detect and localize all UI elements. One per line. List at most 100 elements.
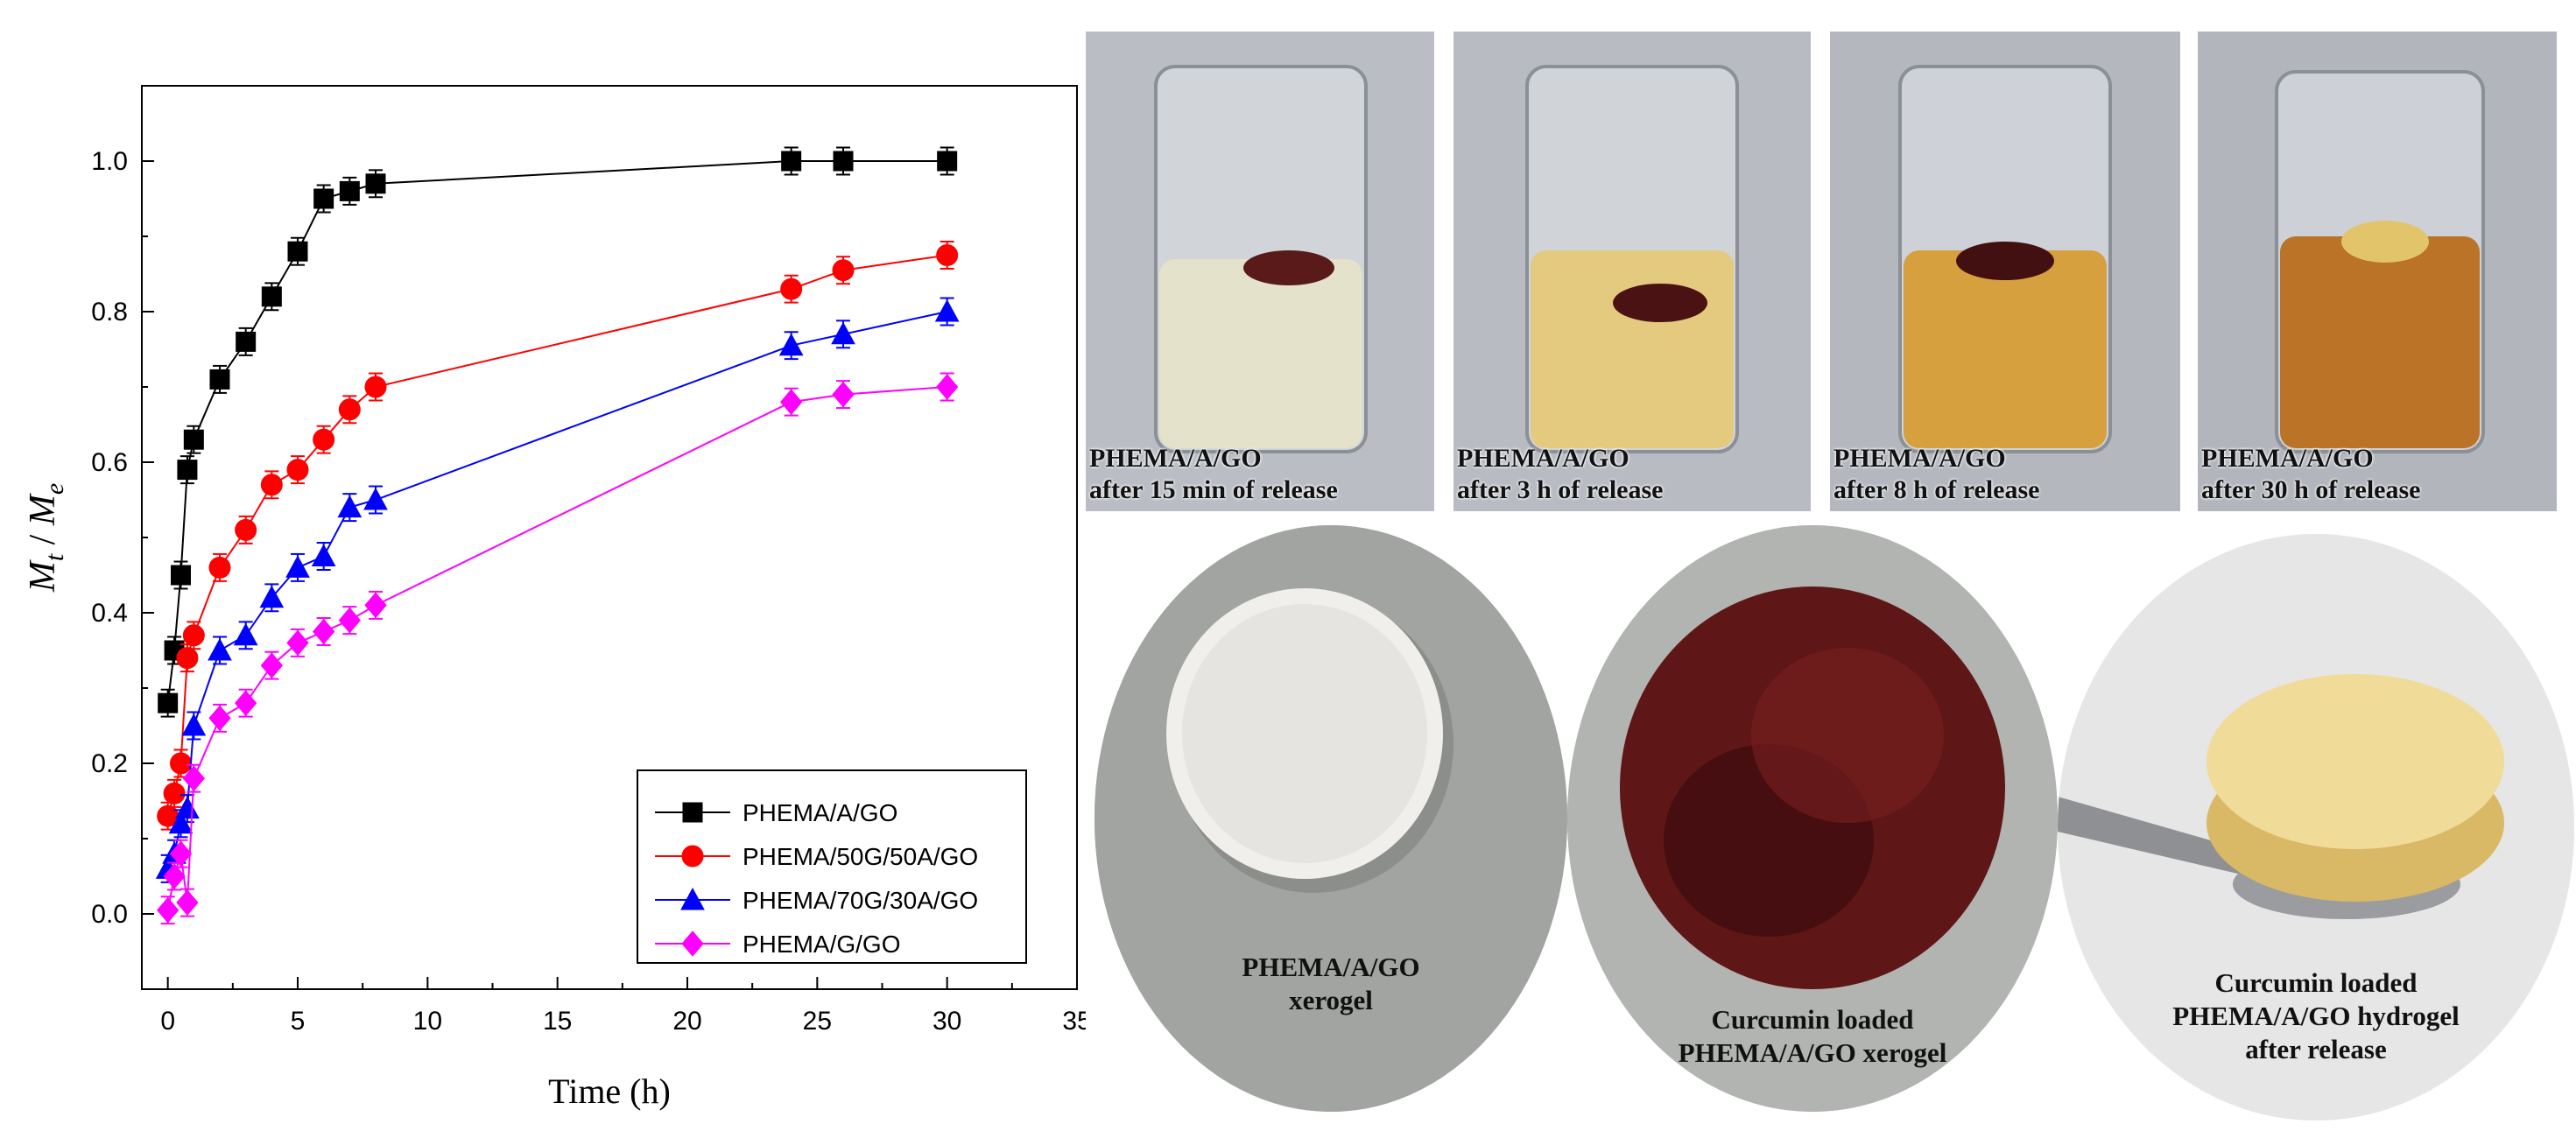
data-point: [170, 752, 192, 775]
data-point: [235, 518, 257, 541]
data-point: [313, 188, 334, 209]
y-tick-label: 0.8: [91, 298, 128, 327]
xerogel-illustration: [1094, 525, 1567, 1112]
data-point: [158, 692, 179, 713]
x-tick-label: 15: [543, 1007, 572, 1036]
hydrogel-illustration: [2058, 534, 2574, 1120]
beaker-illustration-4: [2198, 32, 2557, 511]
legend: PHEMA/A/GO PHEMA/50G/50A/GO PHEMA/70G/30A/…: [637, 769, 1027, 964]
beaker-illustration-2: [1453, 32, 1811, 511]
beaker-sample: [2341, 221, 2429, 263]
data-point: [208, 556, 231, 579]
data-point: [260, 652, 283, 678]
data-point: [934, 299, 960, 322]
data-point: [259, 585, 285, 608]
legend-marker: [681, 931, 704, 957]
data-point: [780, 389, 803, 415]
data-point: [286, 459, 309, 481]
data-point: [182, 765, 205, 791]
data-point: [285, 555, 310, 578]
beaker-illustration-3: [1830, 32, 2180, 511]
beaker-caption-line2: after 15 min of release: [1089, 475, 1338, 504]
series-line: [166, 254, 947, 817]
y-axis-label-main: M: [23, 559, 63, 593]
sample-caption-xerogel: PHEMA/A/GO xerogel: [1094, 951, 1567, 1017]
beaker-photo-4: PHEMA/A/GO after 30 h of release: [2198, 32, 2557, 511]
data-point: [208, 705, 231, 732]
x-axis-label: Time (h): [548, 1071, 671, 1111]
data-point: [176, 647, 199, 670]
beaker-illustration-1: [1086, 32, 1434, 511]
beaker-caption-4: PHEMA/A/GO after 30 h of release: [2201, 443, 2420, 506]
legend-label: PHEMA/A/GO: [743, 799, 897, 826]
data-point: [163, 863, 186, 889]
legend-label: PHEMA/G/GO: [743, 931, 900, 958]
y-tick-label: 0.6: [91, 448, 128, 477]
y-tick-label: 0.2: [91, 749, 128, 778]
beaker-liquid: [1904, 250, 2107, 448]
loaded-disc-highlight: [1751, 648, 1944, 823]
x-tick-label: 25: [803, 1007, 832, 1036]
beaker-liquid: [1159, 259, 1362, 448]
beaker-liquid: [1531, 250, 1734, 448]
data-point: [781, 151, 802, 172]
data-point: [163, 782, 186, 804]
data-point: [337, 495, 362, 518]
series-1: [158, 146, 958, 718]
data-point: [831, 321, 855, 345]
x-tick-label: 30: [933, 1007, 961, 1036]
legend-marker: [681, 845, 704, 868]
x-tick-label: 0: [160, 1007, 175, 1036]
beaker-caption-1: PHEMA/A/GO after 15 min of release: [1089, 443, 1338, 506]
data-point: [311, 544, 336, 566]
legend-entry-2: PHEMA/50G/50A/GO: [655, 843, 978, 870]
data-point: [832, 259, 855, 282]
beaker-caption-line2: after 3 h of release: [1457, 475, 1664, 504]
data-point: [365, 173, 386, 194]
data-point: [208, 637, 232, 661]
beaker-sample: [1613, 284, 1707, 322]
axis-ticks: [142, 85, 1078, 990]
x-tick-labels: 0 5 10 15 20 25 30 35: [160, 1007, 1086, 1036]
data-point: [233, 622, 258, 646]
release-chart: 0 5 10 15 20 25 30 35 0.0 0.2 0.4 0.6 0.8 1.0 Time (…: [0, 0, 1086, 1131]
legend-label: PHEMA/50G/50A/GO: [743, 843, 978, 870]
series-2: [157, 241, 959, 831]
data-point: [287, 241, 308, 262]
data-point: [780, 277, 803, 300]
data-point: [169, 840, 193, 867]
data-point: [832, 381, 855, 408]
y-axis-label: Mt / Me: [23, 483, 69, 593]
y-axis-label-main-2: M: [23, 493, 63, 526]
data-point: [338, 607, 361, 634]
sample-caption-line2: PHEMA/A/GO hydrogel: [2172, 1001, 2460, 1031]
y-axis-label-sep: /: [23, 525, 63, 554]
xerogel-texture: [1182, 604, 1427, 863]
data-point: [235, 690, 257, 716]
x-tick-label: 20: [672, 1007, 701, 1036]
sample-photo-loaded-xerogel: Curcumin loaded PHEMA/A/GO xerogel: [1567, 525, 2058, 1112]
beaker-caption-line1: PHEMA/A/GO: [2201, 444, 2374, 473]
beaker-sample: [1956, 242, 2054, 280]
legend-marker: [680, 887, 705, 910]
data-point: [936, 244, 959, 266]
beaker-sample: [1243, 250, 1334, 285]
data-point: [313, 618, 335, 645]
beaker-caption-line2: after 30 h of release: [2201, 475, 2421, 504]
y-tick-label: 1.0: [91, 147, 128, 176]
x-tick-label: 10: [413, 1007, 442, 1036]
data-point: [260, 474, 283, 496]
sample-caption-line3: after release: [2245, 1034, 2387, 1064]
data-point: [261, 286, 282, 307]
data-point: [936, 374, 959, 400]
loaded-xerogel-illustration: [1567, 525, 2058, 1112]
legend-label: PHEMA/70G/30A/GO: [743, 887, 978, 914]
data-point: [176, 889, 199, 916]
y-tick-labels: 0.0 0.2 0.4 0.6 0.8 1.0: [91, 147, 128, 929]
sample-caption-loaded-xerogel: Curcumin loaded PHEMA/A/GO xerogel: [1567, 1003, 2058, 1070]
y-axis-label-sub-t: t: [40, 553, 69, 561]
data-point: [339, 180, 360, 201]
data-point: [183, 429, 204, 450]
data-point: [181, 713, 207, 736]
beaker-photo-2: PHEMA/A/GO after 3 h of release: [1453, 32, 1811, 511]
